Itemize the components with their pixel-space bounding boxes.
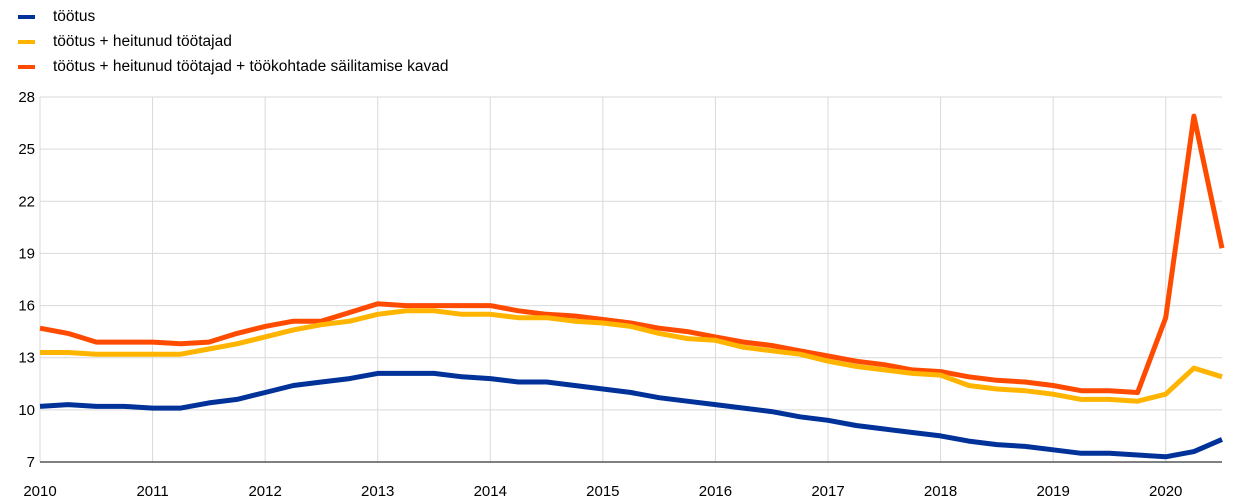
legend-swatch-series-3 [18, 64, 35, 69]
x-tick-label: 2017 [811, 483, 844, 500]
grid-lines [39, 96, 1222, 462]
legend-swatch-series-1 [18, 14, 35, 19]
y-tick-label: 13 [18, 350, 35, 367]
y-tick-label: 16 [18, 298, 35, 315]
x-tick-label: 2016 [699, 483, 732, 500]
series-line-1 [39, 370, 1223, 460]
legend-label-series-1: töötus [53, 7, 96, 25]
y-tick-label: 28 [18, 89, 35, 106]
legend-item-series-3: töötus + heitunud töötajad + töökohtade … [18, 54, 449, 79]
y-tick-label: 10 [18, 402, 35, 419]
legend-item-series-2: töötus + heitunud töötajad [18, 29, 449, 54]
legend-label-series-3: töötus + heitunud töötajad + töökohtade … [53, 57, 449, 75]
legend-label-series-2: töötus + heitunud töötajad [53, 32, 232, 50]
series-lines [39, 113, 1225, 460]
series-line-2 [40, 308, 1223, 404]
x-tick-label: 2012 [248, 483, 281, 500]
x-tick-label: 2020 [1149, 483, 1182, 500]
y-tick-label: 22 [18, 193, 35, 210]
legend: töötus töötus + heitunud töötajad töötus… [18, 4, 449, 79]
x-axis-tick-labels: 2010 2011 2012 2013 2014 2015 2016 2017 2018 2019… [23, 483, 1182, 500]
x-tick-label: 2010 [23, 483, 56, 500]
x-tick-label: 2011 [136, 483, 168, 500]
y-axis-tick-labels: 7 10 13 16 19 22 25 28 [18, 89, 35, 471]
legend-swatch-series-2 [18, 39, 35, 44]
y-tick-label: 7 [27, 454, 35, 471]
x-tick-label: 2015 [586, 483, 619, 500]
series-line-3 [39, 113, 1225, 395]
y-tick-label: 25 [18, 141, 35, 158]
x-tick-label: 2019 [1036, 483, 1069, 500]
legend-item-series-1: töötus [18, 4, 449, 29]
x-tick-label: 2013 [361, 483, 394, 500]
x-tick-label: 2018 [924, 483, 957, 500]
x-tick-label: 2014 [474, 483, 507, 500]
y-tick-label: 19 [18, 245, 35, 262]
